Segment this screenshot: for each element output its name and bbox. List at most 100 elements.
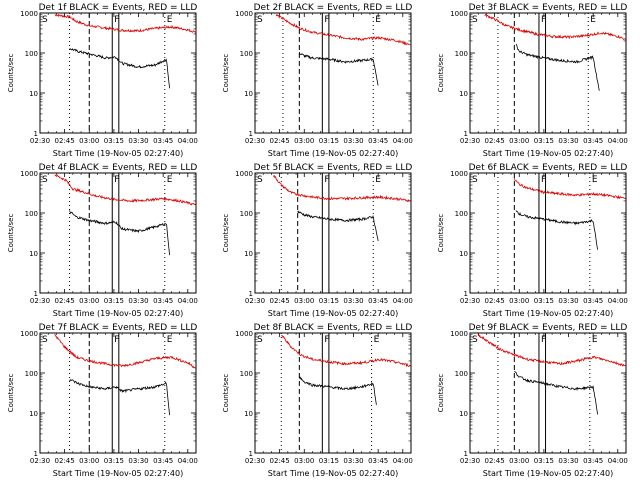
time-marker-label: S [42, 175, 48, 185]
events-series-line [515, 210, 598, 250]
x-tick-label: 03:15 [319, 297, 339, 305]
plot-frame [39, 12, 197, 134]
x-tick-label: 04:00 [393, 297, 413, 305]
time-marker-label: E [375, 15, 381, 25]
x-tick-label: 04:00 [178, 457, 198, 465]
x-tick-label: 03:15 [104, 297, 124, 305]
time-marker-label: S [257, 175, 263, 185]
time-marker-label: E [592, 175, 598, 185]
panel-title: Det 9f BLACK = Events, RED = LLD [469, 323, 628, 333]
detector-panel: Det 5f BLACK = Events, RED = LLD Counts/s… [222, 163, 413, 318]
time-marker-label: S [257, 15, 263, 25]
y-tick-label: 100 [240, 210, 253, 218]
y-tick-label: 1 [249, 290, 253, 298]
x-tick-label: 03:30 [558, 297, 578, 305]
panel-title: Det 5f BLACK = Events, RED = LLD [254, 163, 413, 173]
y-tick-label: 100 [25, 370, 38, 378]
x-axis-label: Start Time (19-Nov-05 02:27:40) [483, 469, 613, 478]
x-axis-label: Start Time (19-Nov-05 02:27:40) [53, 309, 183, 318]
x-tick-label: 03:45 [583, 297, 603, 305]
y-axis-label: Counts/sec [437, 374, 445, 413]
detector-panel: Det 3f BLACK = Events, RED = LLD Counts/s… [437, 3, 628, 158]
x-tick-label: 02:30 [245, 297, 265, 305]
time-marker-label: F [324, 175, 329, 185]
x-tick-label: 03:30 [343, 457, 363, 465]
x-tick-label: 03:00 [294, 137, 314, 145]
y-axis-label: Counts/sec [222, 214, 230, 253]
x-axis-label: Start Time (19-Nov-05 02:27:40) [268, 469, 398, 478]
x-tick-label: 03:30 [128, 457, 148, 465]
x-tick-label: 02:30 [30, 137, 50, 145]
y-tick-label: 100 [240, 370, 253, 378]
y-tick-label: 10 [244, 410, 253, 418]
x-axis-label: Start Time (19-Nov-05 02:27:40) [53, 469, 183, 478]
y-tick-label: 1 [249, 130, 253, 138]
y-tick-label: 1 [34, 450, 38, 458]
y-axis-label: Counts/sec [7, 214, 15, 253]
x-tick-label: 03:15 [104, 137, 124, 145]
y-tick-label: 1000 [235, 330, 253, 338]
x-tick-label: 04:00 [393, 137, 413, 145]
lld-series-line [477, 333, 626, 367]
time-marker-label: E [375, 175, 381, 185]
x-tick-label: 03:00 [509, 457, 529, 465]
x-tick-label: 03:15 [104, 457, 124, 465]
x-tick-label: 03:30 [558, 457, 578, 465]
x-axis-label: Start Time (19-Nov-05 02:27:40) [268, 149, 398, 158]
detector-panel: Det 4f BLACK = Events, RED = LLD Counts/s… [7, 163, 198, 318]
events-series-line [297, 210, 379, 242]
y-tick-label: 1 [34, 130, 38, 138]
x-tick-label: 02:45 [55, 457, 75, 465]
x-axis-label: Start Time (19-Nov-05 02:27:40) [483, 149, 613, 158]
time-marker-label: F [541, 175, 546, 185]
x-tick-label: 04:00 [178, 137, 198, 145]
y-tick-label: 1000 [20, 330, 38, 338]
x-tick-label: 04:00 [608, 137, 628, 145]
panel-title: Det 3f BLACK = Events, RED = LLD [469, 3, 628, 13]
time-marker-label: F [114, 15, 119, 25]
x-tick-label: 02:30 [245, 457, 265, 465]
x-tick-label: 03:45 [153, 457, 173, 465]
events-series-line [69, 47, 170, 89]
x-tick-label: 03:00 [79, 457, 99, 465]
x-tick-label: 03:45 [368, 297, 388, 305]
x-tick-label: 03:15 [534, 457, 554, 465]
y-tick-label: 100 [240, 50, 253, 58]
panel-title: Det 7f BLACK = Events, RED = LLD [39, 323, 198, 333]
y-tick-label: 100 [455, 210, 468, 218]
events-series-line [298, 51, 379, 86]
time-marker-label: E [167, 15, 173, 25]
time-marker-label: S [472, 15, 478, 25]
time-marker-label: S [472, 335, 478, 345]
x-tick-label: 03:00 [79, 137, 99, 145]
x-axis-label: Start Time (19-Nov-05 02:27:40) [268, 309, 398, 318]
plot-frame [469, 332, 627, 454]
plot-frame [469, 12, 627, 134]
time-marker-label: E [592, 335, 598, 345]
y-tick-label: 10 [244, 90, 253, 98]
y-tick-label: 10 [244, 250, 253, 258]
panel-title: Det 6f BLACK = Events, RED = LLD [469, 163, 628, 173]
y-tick-label: 10 [459, 90, 468, 98]
detector-panel: Det 9f BLACK = Events, RED = LLD Counts/s… [437, 323, 628, 478]
lld-series-line [272, 174, 412, 203]
x-tick-label: 02:45 [485, 137, 505, 145]
x-tick-label: 03:30 [343, 297, 363, 305]
x-tick-label: 03:45 [368, 457, 388, 465]
x-tick-label: 03:00 [79, 297, 99, 305]
time-marker-label: S [42, 15, 48, 25]
events-series-line [514, 370, 599, 415]
x-tick-label: 03:15 [534, 297, 554, 305]
plot-frame [469, 172, 627, 294]
x-tick-label: 03:45 [153, 137, 173, 145]
y-tick-label: 1 [249, 450, 253, 458]
y-axis-label: Counts/sec [222, 54, 230, 93]
x-tick-label: 02:30 [460, 457, 480, 465]
x-tick-label: 03:15 [319, 137, 339, 145]
y-tick-label: 1000 [450, 10, 468, 18]
lld-series-line [484, 13, 626, 40]
x-tick-label: 03:45 [153, 297, 173, 305]
lld-series-line [281, 335, 411, 368]
y-axis-label: Counts/sec [437, 54, 445, 93]
x-axis-label: Start Time (19-Nov-05 02:27:40) [53, 149, 183, 158]
